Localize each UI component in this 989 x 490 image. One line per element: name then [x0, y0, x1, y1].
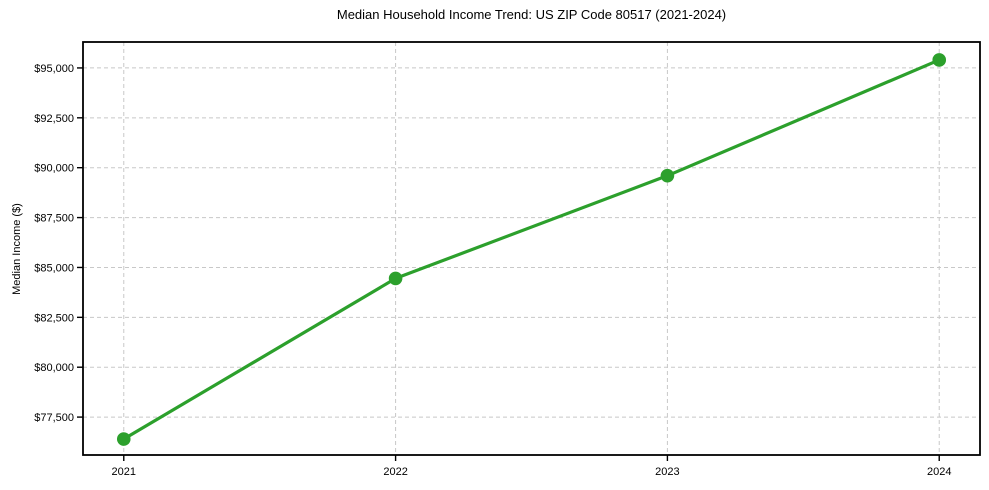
- x-tick-label: 2022: [383, 466, 407, 478]
- y-tick-label: $80,000: [34, 362, 74, 374]
- data-point: [660, 168, 675, 183]
- y-tick-label: $77,500: [34, 412, 74, 424]
- y-tick-label: $85,000: [34, 262, 74, 274]
- x-tick-label: 2023: [655, 466, 679, 478]
- x-tick-label: 2021: [112, 466, 136, 478]
- y-tick-label: $82,500: [34, 312, 74, 324]
- y-tick-label: $92,500: [34, 113, 74, 125]
- y-tick-label: $90,000: [34, 163, 74, 175]
- series-line: [122, 58, 941, 441]
- y-tick-label: $87,500: [34, 213, 74, 225]
- data-point: [388, 271, 403, 286]
- data-point: [116, 432, 131, 446]
- chart-title: Median Household Income Trend: US ZIP Co…: [336, 7, 727, 22]
- plot-border: [82, 41, 981, 456]
- data-point: [932, 53, 947, 67]
- x-tick-label: 2024: [927, 466, 951, 478]
- y-tick-label: $95,000: [34, 63, 74, 75]
